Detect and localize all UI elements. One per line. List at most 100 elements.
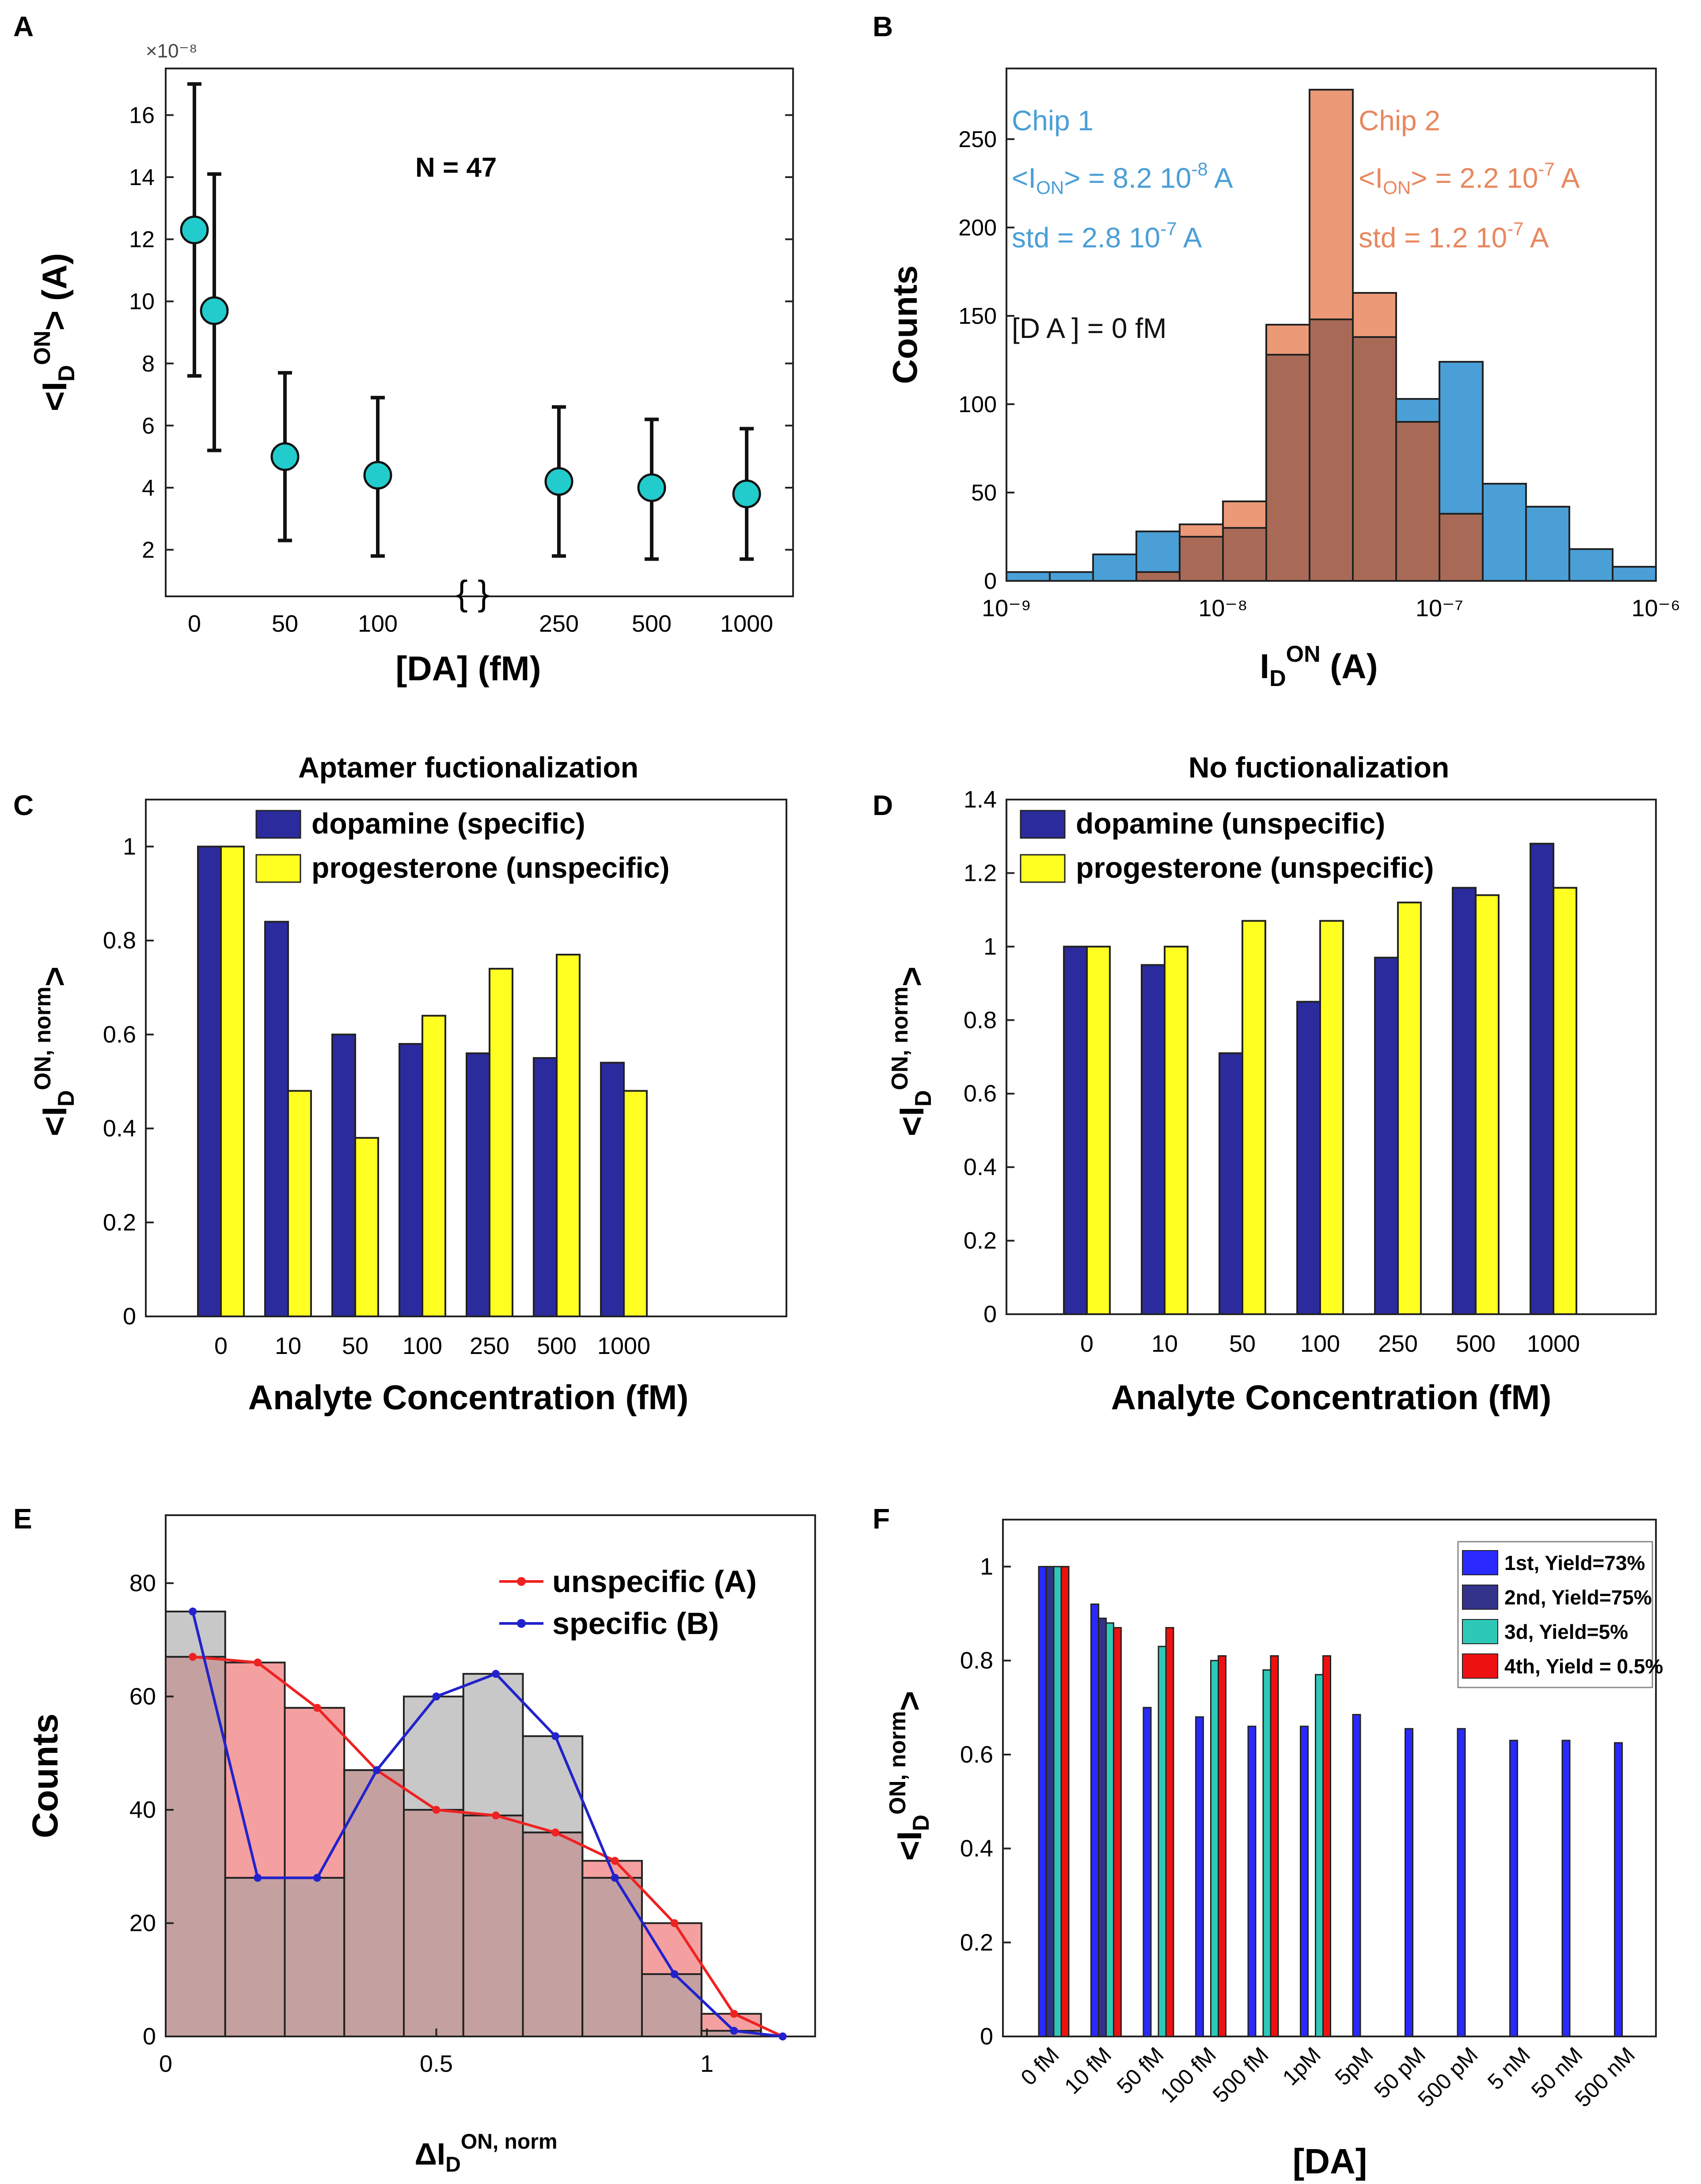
panel-b-x-tick-label: 10⁻⁸ bbox=[1198, 595, 1247, 622]
panel-d-bar-series1 bbox=[1219, 1052, 1243, 1315]
panel-label-b: B bbox=[873, 11, 893, 42]
panel-e-y-tick-label: 80 bbox=[129, 1570, 156, 1596]
panel-f-bar-series1 bbox=[1195, 1716, 1204, 2037]
panel-f-bar-series4 bbox=[1322, 1655, 1331, 2037]
panel-b-bar-overlap bbox=[1265, 354, 1310, 582]
panel-c-x-tick-label: 0 bbox=[214, 1333, 228, 1359]
panel-b-x-tick-label: 10⁻⁷ bbox=[1416, 595, 1463, 622]
panel-d-y-tick-label: 0 bbox=[983, 1301, 997, 1327]
panel-f-y-label: <IDON, norm> bbox=[885, 1691, 934, 1861]
panel-a-x-tick-label: 250 bbox=[539, 610, 579, 637]
panel-a-data-point bbox=[363, 396, 392, 558]
panel-e-legend-marker bbox=[517, 1619, 526, 1628]
panel-b-bar-overlap bbox=[1135, 571, 1181, 582]
panel-e-point-unspecific bbox=[432, 1805, 440, 1814]
panel-d-bar-series2 bbox=[1475, 894, 1500, 1316]
panel-a-y-tick-label: 6 bbox=[142, 413, 155, 439]
panel-d-bar-series1 bbox=[1296, 1001, 1321, 1315]
panel-d-bar-series1 bbox=[1374, 956, 1399, 1316]
panel-a-marker bbox=[270, 442, 300, 471]
panel-e-point-unspecific bbox=[313, 1704, 321, 1712]
panel-d-bar-series2 bbox=[1164, 945, 1188, 1316]
panel-a-x-tick-label: 500 bbox=[632, 610, 672, 637]
panel-c-x-tick-label: 10 bbox=[275, 1333, 301, 1359]
panel-a-x-label: [DA] (fM) bbox=[395, 649, 541, 688]
panel-d-bar-series1 bbox=[1063, 945, 1088, 1316]
panel-b-bar-chip1 bbox=[1525, 506, 1570, 582]
panel-b-y-tick-label: 150 bbox=[958, 303, 997, 329]
panel-e-bar-overlap bbox=[165, 1656, 226, 2037]
panel-a-y-label: <IDON> (A) bbox=[30, 253, 80, 411]
panel-e-bar-overlap bbox=[343, 1769, 405, 2037]
panel-f-bar-series1 bbox=[1509, 1740, 1518, 2037]
panel-label-a: A bbox=[13, 11, 34, 42]
panel-a-y-tick-label: 4 bbox=[142, 475, 155, 501]
panel-e-point-unspecific bbox=[670, 1919, 679, 1927]
panel-e-x-tick-label: 1 bbox=[700, 2051, 714, 2077]
panel-f-bar-series3 bbox=[1105, 1622, 1114, 2037]
panel-f-bar-series1 bbox=[1143, 1706, 1152, 2037]
panel-b-x-label: IDON (A) bbox=[1260, 641, 1378, 691]
panel-a-marker bbox=[637, 473, 666, 502]
panel-c-title: Aptamer fuctionalization bbox=[298, 751, 638, 784]
panel-f-x-tick-label: 500 nM bbox=[1570, 2042, 1640, 2112]
panel-f-x-tick-label: 500 pM bbox=[1413, 2042, 1483, 2112]
panel-b-y-tick-label: 200 bbox=[958, 215, 997, 241]
panel-b-bar-overlap bbox=[1309, 318, 1354, 582]
panel-f-legend-label: 2nd, Yield=75% bbox=[1504, 1586, 1652, 1609]
panel-f-bar-series2 bbox=[1045, 1566, 1055, 2037]
panel-f-y-tick-label: 0.4 bbox=[960, 1835, 993, 1862]
panel-a-chart: ×10⁻⁸ N = 47 { } [DA] (fM) <IDON> (A) 2 4… bbox=[30, 40, 794, 688]
panel-d-bar-series2 bbox=[1397, 902, 1422, 1315]
panel-b-y-tick-label: 250 bbox=[958, 127, 997, 152]
panel-e-y-tick-label: 40 bbox=[129, 1797, 156, 1823]
panel-a-y-tick-label: 12 bbox=[129, 227, 155, 253]
panel-a-data-point bbox=[200, 172, 229, 452]
y-axis-label-text: <IDON, norm> bbox=[885, 1691, 934, 1861]
panel-e-point-specific bbox=[254, 1873, 262, 1882]
panel-e-y-tick-label: 60 bbox=[129, 1683, 156, 1710]
panel-e-bar-overlap bbox=[403, 1809, 464, 2037]
panel-d-y-tick-label: 0.4 bbox=[964, 1154, 997, 1180]
panel-e-point-unspecific bbox=[254, 1658, 262, 1667]
panel-c-chart: Aptamer fuctionalization 00.20.40.60.81 … bbox=[30, 751, 787, 1417]
panel-a-data-point bbox=[637, 417, 666, 561]
panel-c-x-label: Analyte Concentration (fM) bbox=[248, 1378, 689, 1417]
panel-d-legend-label: progesterone (unspecific) bbox=[1076, 851, 1434, 884]
panel-f-legend-label: 1st, Yield=73% bbox=[1504, 1551, 1645, 1574]
panel-b-y-tick-label: 50 bbox=[971, 480, 997, 506]
panel-f-bar-series1 bbox=[1405, 1728, 1413, 2037]
panel-f-bar-series3 bbox=[1053, 1566, 1062, 2037]
panel-c-bar-series1 bbox=[264, 921, 289, 1317]
panel-c-y-tick-label: 0 bbox=[123, 1303, 136, 1330]
panel-e-point-specific bbox=[778, 2032, 787, 2040]
svg-text:IDON (A): IDON (A) bbox=[1260, 641, 1378, 691]
panel-d-y-tick-label: 0.2 bbox=[964, 1228, 997, 1254]
panel-d-legend-swatch bbox=[1020, 854, 1066, 883]
panel-a-data-point bbox=[732, 427, 761, 561]
panel-c-bar-series1 bbox=[533, 1057, 558, 1317]
panel-b-x-tick-label: 10⁻⁹ bbox=[982, 595, 1031, 622]
panel-a-axis-break: { } bbox=[456, 573, 490, 613]
panel-e-point-specific bbox=[670, 1970, 679, 1978]
panel-c-bar-series2 bbox=[421, 1015, 446, 1317]
panel-b-chip2-std: std = 1.2 10-7 A bbox=[1359, 218, 1549, 254]
panel-label-c: C bbox=[13, 789, 34, 821]
panel-label-e: E bbox=[13, 1503, 32, 1535]
panel-f-x-tick-label: 100 fM bbox=[1156, 2042, 1221, 2108]
panel-c-bar-series1 bbox=[331, 1033, 356, 1317]
panel-e-point-specific bbox=[189, 1608, 197, 1616]
panel-c-bar-series1 bbox=[466, 1052, 490, 1317]
panel-d-x-tick-label: 0 bbox=[1080, 1331, 1094, 1357]
panel-c-y-tick-label: 0.4 bbox=[103, 1115, 136, 1142]
panel-c-y-label: <IDON, norm> bbox=[30, 967, 79, 1136]
panel-f-bar-series1 bbox=[1457, 1728, 1466, 2037]
panel-d-bar-series2 bbox=[1553, 887, 1577, 1315]
panel-b-chip1-mean: <ION> = 8.2 10-8 A bbox=[1012, 159, 1233, 198]
panel-e-bar-overlap bbox=[641, 1973, 702, 2038]
panel-a-x-tick-label: 100 bbox=[358, 610, 398, 637]
panel-f-legend-swatch bbox=[1462, 1550, 1498, 1575]
panel-d-bar-series1 bbox=[1530, 842, 1554, 1315]
panel-f-bar-series4 bbox=[1270, 1655, 1279, 2037]
